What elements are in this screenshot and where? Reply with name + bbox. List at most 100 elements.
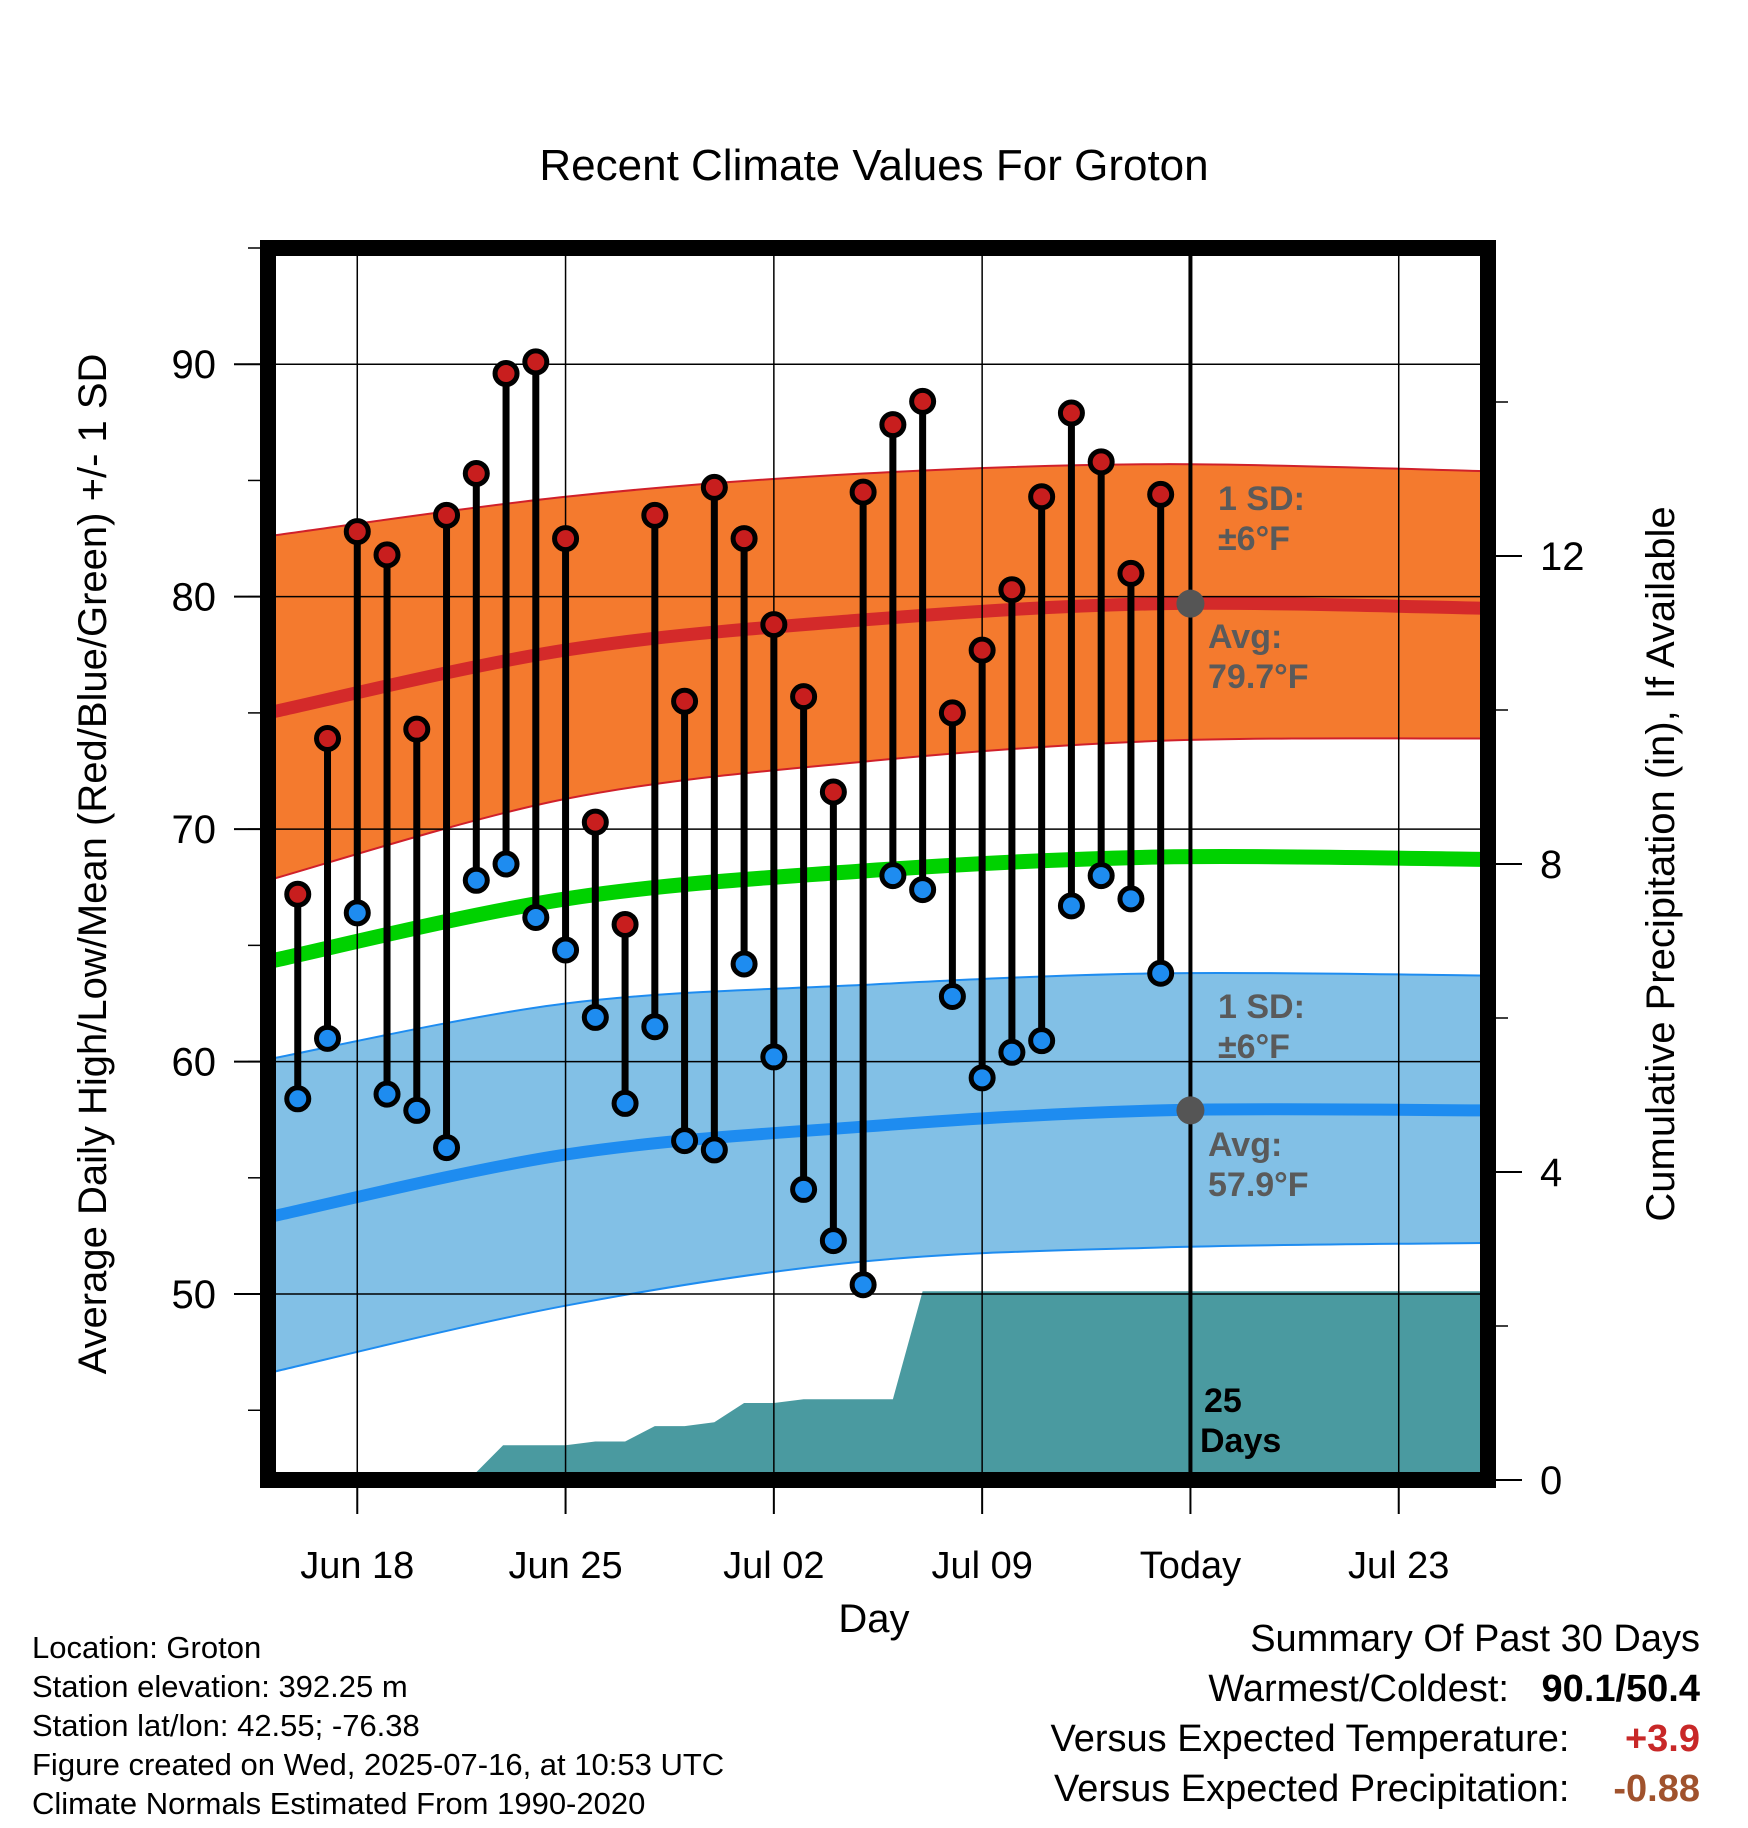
high-sd-upper-line xyxy=(268,463,1488,538)
precip-days-number: 25 xyxy=(1204,1382,1242,1420)
daily-high-point xyxy=(1117,559,1145,587)
daily-high-point xyxy=(938,699,966,727)
daily-low-point xyxy=(641,1013,669,1041)
daily-low-point xyxy=(581,1003,609,1031)
daily-high-point xyxy=(760,611,788,639)
daily-low-point xyxy=(403,1096,431,1124)
daily-low-point xyxy=(1147,959,1175,987)
y-right-axis-label: Cumulative Precipitation (in), If Availa… xyxy=(1639,506,1683,1221)
y-right-tick-label: 8 xyxy=(1540,843,1562,887)
warmest-coldest-label: Warmest/Coldest: xyxy=(1208,1668,1509,1710)
x-tick-label-today: Today xyxy=(1140,1545,1241,1587)
daily-low-point xyxy=(611,1089,639,1117)
y-right-tick-label: 12 xyxy=(1540,535,1585,579)
daily-high-point xyxy=(373,541,401,569)
y-tick-label: 60 xyxy=(172,1041,217,1085)
daily-low-point xyxy=(671,1127,699,1155)
daily-high-point xyxy=(998,576,1026,604)
high-sd-band xyxy=(268,464,1488,881)
daily-low-point xyxy=(700,1136,728,1164)
daily-high-point xyxy=(790,683,818,711)
daily-low-point xyxy=(760,1043,788,1071)
x-tick-label: Jul 02 xyxy=(723,1545,824,1587)
high-avg-value: 79.7°F xyxy=(1208,658,1309,696)
daily-high-point xyxy=(730,525,758,553)
daily-high-point xyxy=(314,724,342,752)
location-text: Location: Groton xyxy=(32,1630,262,1665)
low-sd-label: 1 SD: xyxy=(1218,988,1305,1026)
y-axis-label: Average Daily High/Low/Mean (Red/Blue/Gr… xyxy=(71,354,115,1375)
daily-low-point xyxy=(1087,862,1115,890)
y-right-tick-label: 4 xyxy=(1540,1151,1562,1195)
daily-low-point xyxy=(373,1080,401,1108)
precipitation-area xyxy=(268,1291,1488,1480)
daily-low-point xyxy=(284,1085,312,1113)
daily-low-point xyxy=(492,850,520,878)
daily-high-point xyxy=(343,518,371,546)
today-low-normal-marker xyxy=(1176,1096,1205,1125)
daily-high-point xyxy=(1147,480,1175,508)
daily-low-point xyxy=(1028,1027,1056,1055)
daily-high-point xyxy=(581,808,609,836)
summary-heading: Summary Of Past 30 Days xyxy=(1250,1618,1700,1660)
x-tick-label: Jul 23 xyxy=(1348,1545,1449,1587)
daily-low-point xyxy=(790,1175,818,1203)
daily-low-point xyxy=(462,866,490,894)
low-sd-band xyxy=(268,972,1488,1374)
low-avg-label: Avg: xyxy=(1208,1126,1282,1164)
daily-low-point xyxy=(343,899,371,927)
plot-frame xyxy=(260,240,1496,1488)
chart-title: Recent Climate Values For Groton xyxy=(539,141,1208,190)
y-tick-label: 70 xyxy=(172,808,217,852)
precip-departure-label: Versus Expected Precipitation: xyxy=(1054,1768,1570,1810)
warmest-coldest-value: 90.1/50.4 xyxy=(1541,1668,1700,1710)
temp-departure-label: Versus Expected Temperature: xyxy=(1050,1718,1570,1760)
y-right-tick-label: 0 xyxy=(1540,1459,1562,1503)
y-tick-label: 50 xyxy=(172,1273,217,1317)
daily-low-point xyxy=(1057,892,1085,920)
daily-high-point xyxy=(641,501,669,529)
daily-high-point xyxy=(1087,448,1115,476)
daily-high-point xyxy=(611,910,639,938)
x-tick-label: Jun 18 xyxy=(300,1545,414,1587)
elevation-text: Station elevation: 392.25 m xyxy=(32,1669,408,1704)
precip-days-word: Days xyxy=(1200,1422,1281,1460)
precip-departure-value: -0.88 xyxy=(1613,1768,1700,1810)
daily-high-point xyxy=(671,687,699,715)
daily-high-point xyxy=(879,411,907,439)
daily-low-point xyxy=(938,982,966,1010)
today-high-normal-marker xyxy=(1176,589,1205,618)
daily-low-point xyxy=(998,1038,1026,1066)
high-sd-value: ±6°F xyxy=(1218,520,1290,558)
daily-low-point xyxy=(552,936,580,964)
daily-high-point xyxy=(849,478,877,506)
daily-low-point xyxy=(522,903,550,931)
temp-departure-value: +3.9 xyxy=(1624,1718,1700,1760)
daily-low-point xyxy=(819,1227,847,1255)
daily-low-point xyxy=(968,1064,996,1092)
daily-low-point xyxy=(909,876,937,904)
daily-high-point xyxy=(433,501,461,529)
normals-text: Climate Normals Estimated From 1990-2020 xyxy=(32,1786,646,1821)
daily-low-point xyxy=(849,1271,877,1299)
created-text: Figure created on Wed, 2025-07-16, at 10… xyxy=(32,1747,725,1782)
x-tick-label: Jul 09 xyxy=(931,1545,1032,1587)
daily-high-point xyxy=(968,636,996,664)
daily-low-point xyxy=(1117,885,1145,913)
mean-normal-line xyxy=(268,848,1488,969)
high-sd-label: 1 SD: xyxy=(1218,480,1305,518)
high-avg-label: Avg: xyxy=(1208,618,1282,656)
low-sd-value: ±6°F xyxy=(1218,1028,1290,1066)
daily-high-point xyxy=(909,387,937,415)
daily-low-point xyxy=(879,862,907,890)
daily-high-point xyxy=(492,360,520,388)
daily-low-point xyxy=(433,1134,461,1162)
daily-high-point xyxy=(462,459,490,487)
daily-high-point xyxy=(403,715,431,743)
low-avg-value: 57.9°F xyxy=(1208,1166,1309,1204)
daily-low-point xyxy=(730,950,758,978)
daily-high-point xyxy=(1028,483,1056,511)
latlon-text: Station lat/lon: 42.55; -76.38 xyxy=(32,1708,420,1743)
